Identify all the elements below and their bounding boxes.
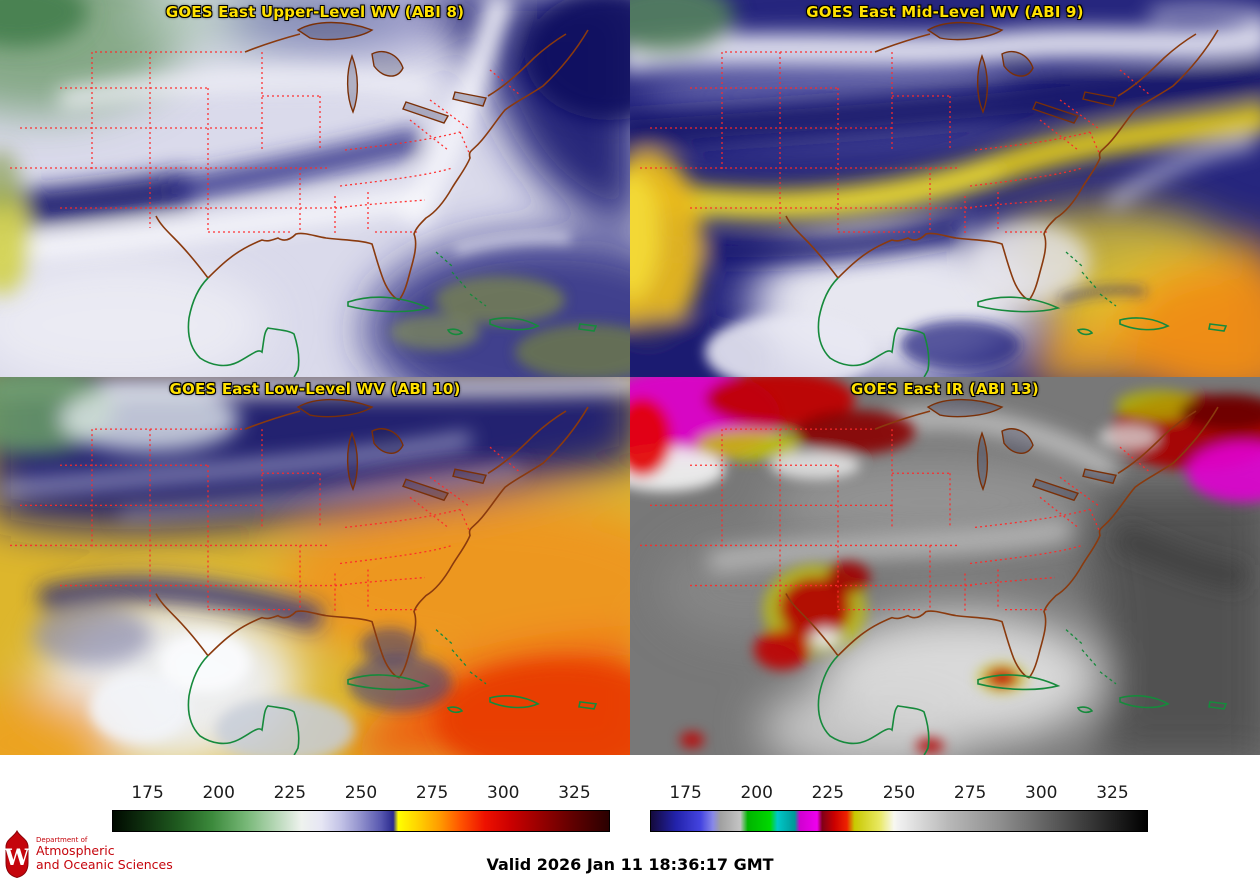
logo-text: Department of Atmospheric and Oceanic Sc…	[36, 835, 173, 872]
colorbar-tick-label: 300	[487, 783, 520, 803]
wv-low-imagery	[0, 377, 630, 755]
colorbar-tick-label: 275	[415, 783, 449, 803]
colorbar-tick-label: 225	[273, 783, 307, 803]
panel-grid: GOES East Upper-Level WV (ABI 8)	[0, 0, 1260, 755]
ir-colorbar-gradient	[650, 810, 1148, 832]
panel-title-abi9: GOES East Mid-Level WV (ABI 9)	[806, 3, 1084, 21]
colorbar-tick-label: 275	[953, 783, 987, 803]
colorbar-tick-label: 250	[882, 783, 916, 803]
colorbar-tick-label: 175	[131, 783, 164, 803]
panel-abi10: GOES East Low-Level WV (ABI 10)	[0, 377, 630, 755]
panel-title-abi13: GOES East IR (ABI 13)	[850, 380, 1039, 398]
panel-title-abi8: GOES East Upper-Level WV (ABI 8)	[165, 3, 465, 21]
panel-abi9: GOES East Mid-Level WV (ABI 9)	[630, 0, 1260, 377]
logo-dept-line: Department of	[36, 835, 88, 844]
colorbar-tick-label: 175	[669, 783, 702, 803]
colorbar-tick-label: 200	[740, 783, 773, 803]
wv-colorbar: 175 200 225 250 275 300 325	[112, 755, 610, 845]
uw-crest-icon: W	[4, 830, 30, 878]
panel-abi13: GOES East IR (ABI 13)	[630, 377, 1260, 755]
wv-colorbar-gradient	[112, 810, 610, 832]
colorbar-tick-label: 225	[811, 783, 845, 803]
wv-colorbar-ticks: 175 200 225 250 275 300 325	[112, 783, 610, 805]
wv-mid-imagery	[630, 0, 1260, 377]
panel-title-abi10: GOES East Low-Level WV (ABI 10)	[169, 380, 461, 398]
ir-imagery	[630, 377, 1260, 755]
wv-upper-imagery	[0, 0, 630, 377]
ir-colorbar-ticks: 175 200 225 250 275 300 325	[650, 783, 1148, 805]
colorbar-tick-label: 300	[1025, 783, 1058, 803]
colorbar-tick-label: 200	[202, 783, 235, 803]
valid-timestamp: Valid 2026 Jan 11 18:36:17 GMT	[486, 855, 774, 874]
crest-letter: W	[4, 845, 30, 871]
logo-dept-line: and Oceanic Sciences	[36, 856, 173, 872]
ir-colorbar: 175 200 225 250 275 300 325	[650, 755, 1148, 845]
colorbar-tick-label: 250	[344, 783, 378, 803]
logo-dept-line: Atmospheric	[36, 843, 115, 859]
colorbar-tick-label: 325	[558, 783, 591, 803]
panel-abi8: GOES East Upper-Level WV (ABI 8)	[0, 0, 630, 377]
colorbar-tick-label: 325	[1096, 783, 1129, 803]
uw-aos-logo: W Department of Atmospheric and Oceanic …	[3, 830, 173, 878]
